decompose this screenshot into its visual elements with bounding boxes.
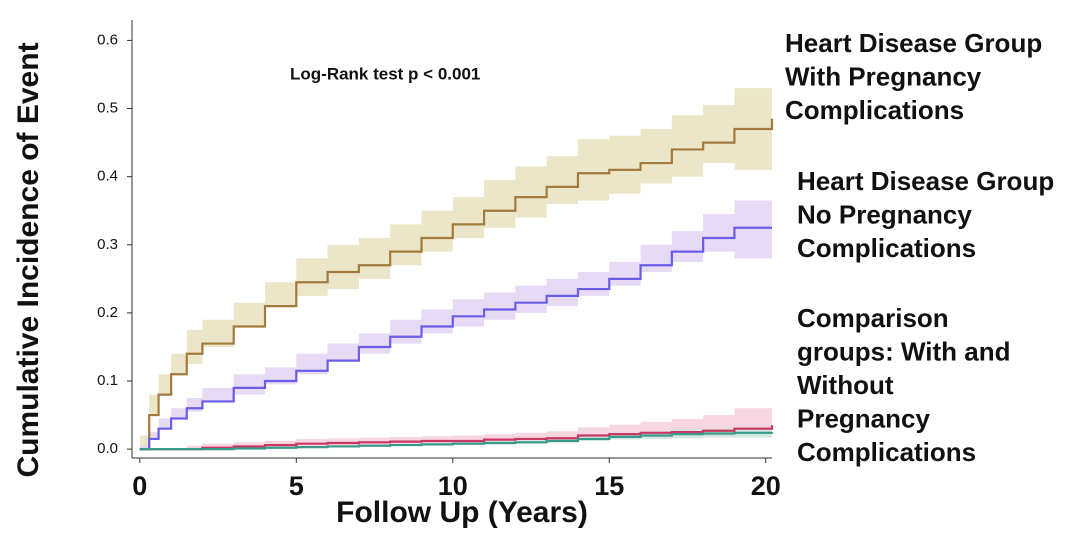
- y-tick-label: 0.1: [97, 372, 118, 389]
- y-axis-label: Cumulative Incidence of Event: [12, 42, 45, 477]
- group-label: Pregnancy: [797, 403, 930, 433]
- group-label: Comparison: [797, 303, 949, 333]
- y-tick-label: 0.0: [97, 440, 118, 457]
- group-label: Complications: [785, 95, 964, 125]
- x-tick-label: 0: [132, 471, 147, 501]
- group-label: Without: [797, 370, 894, 400]
- x-tick-label: 15: [594, 471, 624, 501]
- x-axis-label: Follow Up (Years): [336, 496, 588, 529]
- x-tick-label: 5: [289, 471, 304, 501]
- group-label: No Pregnancy: [797, 199, 972, 229]
- annotation: Log-Rank test p < 0.001: [290, 64, 480, 83]
- group-label: Complications: [797, 437, 976, 467]
- step-line: [139, 118, 774, 451]
- y-tick-label: 0.5: [97, 100, 118, 117]
- step-line: [139, 425, 774, 451]
- y-tick-label: 0.6: [97, 31, 118, 48]
- group-label: Heart Disease Group: [797, 166, 1054, 196]
- group-label: Complications: [797, 233, 976, 263]
- x-tick-label: 10: [438, 471, 468, 501]
- y-tick-label: 0.4: [97, 168, 118, 185]
- x-tick-label: 20: [751, 471, 781, 501]
- y-tick-label: 0.2: [97, 304, 118, 321]
- group-label: Heart Disease Group: [785, 28, 1042, 58]
- group-label: groups: With and: [797, 336, 1011, 366]
- confidence-band: [139, 197, 772, 450]
- confidence-band: [139, 67, 772, 450]
- y-tick-label: 0.3: [97, 236, 118, 253]
- step-line: [139, 431, 774, 451]
- step-line: [139, 226, 772, 451]
- group-label: With Pregnancy: [785, 61, 982, 91]
